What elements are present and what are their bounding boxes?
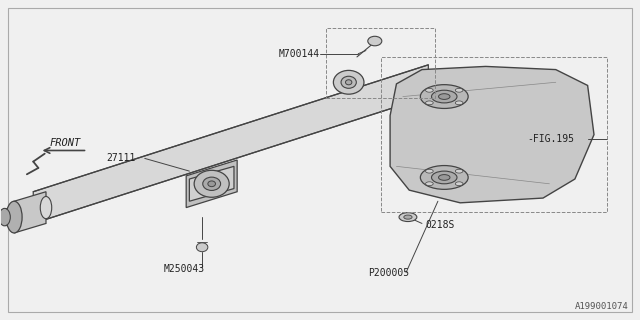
Polygon shape	[189, 166, 234, 201]
Text: P200005: P200005	[368, 268, 409, 278]
Ellipse shape	[194, 170, 229, 197]
Ellipse shape	[346, 80, 352, 85]
Ellipse shape	[455, 101, 463, 105]
Polygon shape	[4, 206, 17, 228]
Text: M700144: M700144	[278, 49, 320, 59]
Ellipse shape	[0, 208, 10, 226]
Ellipse shape	[455, 88, 463, 92]
Text: A199001074: A199001074	[575, 302, 629, 311]
Bar	[326, 28, 435, 98]
Ellipse shape	[438, 175, 450, 180]
Ellipse shape	[420, 165, 468, 189]
Ellipse shape	[426, 182, 433, 186]
Ellipse shape	[455, 169, 463, 173]
Text: -FIG.195: -FIG.195	[527, 134, 574, 144]
Ellipse shape	[420, 85, 468, 108]
Polygon shape	[14, 192, 46, 233]
Ellipse shape	[208, 181, 216, 187]
Ellipse shape	[333, 70, 364, 94]
Polygon shape	[390, 67, 594, 203]
Ellipse shape	[438, 94, 450, 100]
Ellipse shape	[426, 88, 433, 92]
Ellipse shape	[431, 90, 457, 103]
Ellipse shape	[6, 201, 22, 233]
Ellipse shape	[203, 177, 221, 190]
Text: 0218S: 0218S	[425, 220, 454, 230]
Text: 27111: 27111	[106, 153, 136, 164]
Text: M250043: M250043	[164, 264, 205, 275]
Ellipse shape	[404, 215, 412, 219]
Text: FRONT: FRONT	[49, 138, 81, 148]
Ellipse shape	[455, 182, 463, 186]
Polygon shape	[186, 160, 237, 208]
Polygon shape	[33, 65, 428, 223]
Ellipse shape	[368, 36, 382, 46]
Bar	[381, 57, 607, 212]
Ellipse shape	[399, 213, 417, 221]
Ellipse shape	[426, 101, 433, 105]
Ellipse shape	[426, 169, 433, 173]
Ellipse shape	[431, 171, 457, 184]
Ellipse shape	[341, 76, 356, 88]
Ellipse shape	[40, 196, 52, 219]
Ellipse shape	[196, 243, 208, 252]
